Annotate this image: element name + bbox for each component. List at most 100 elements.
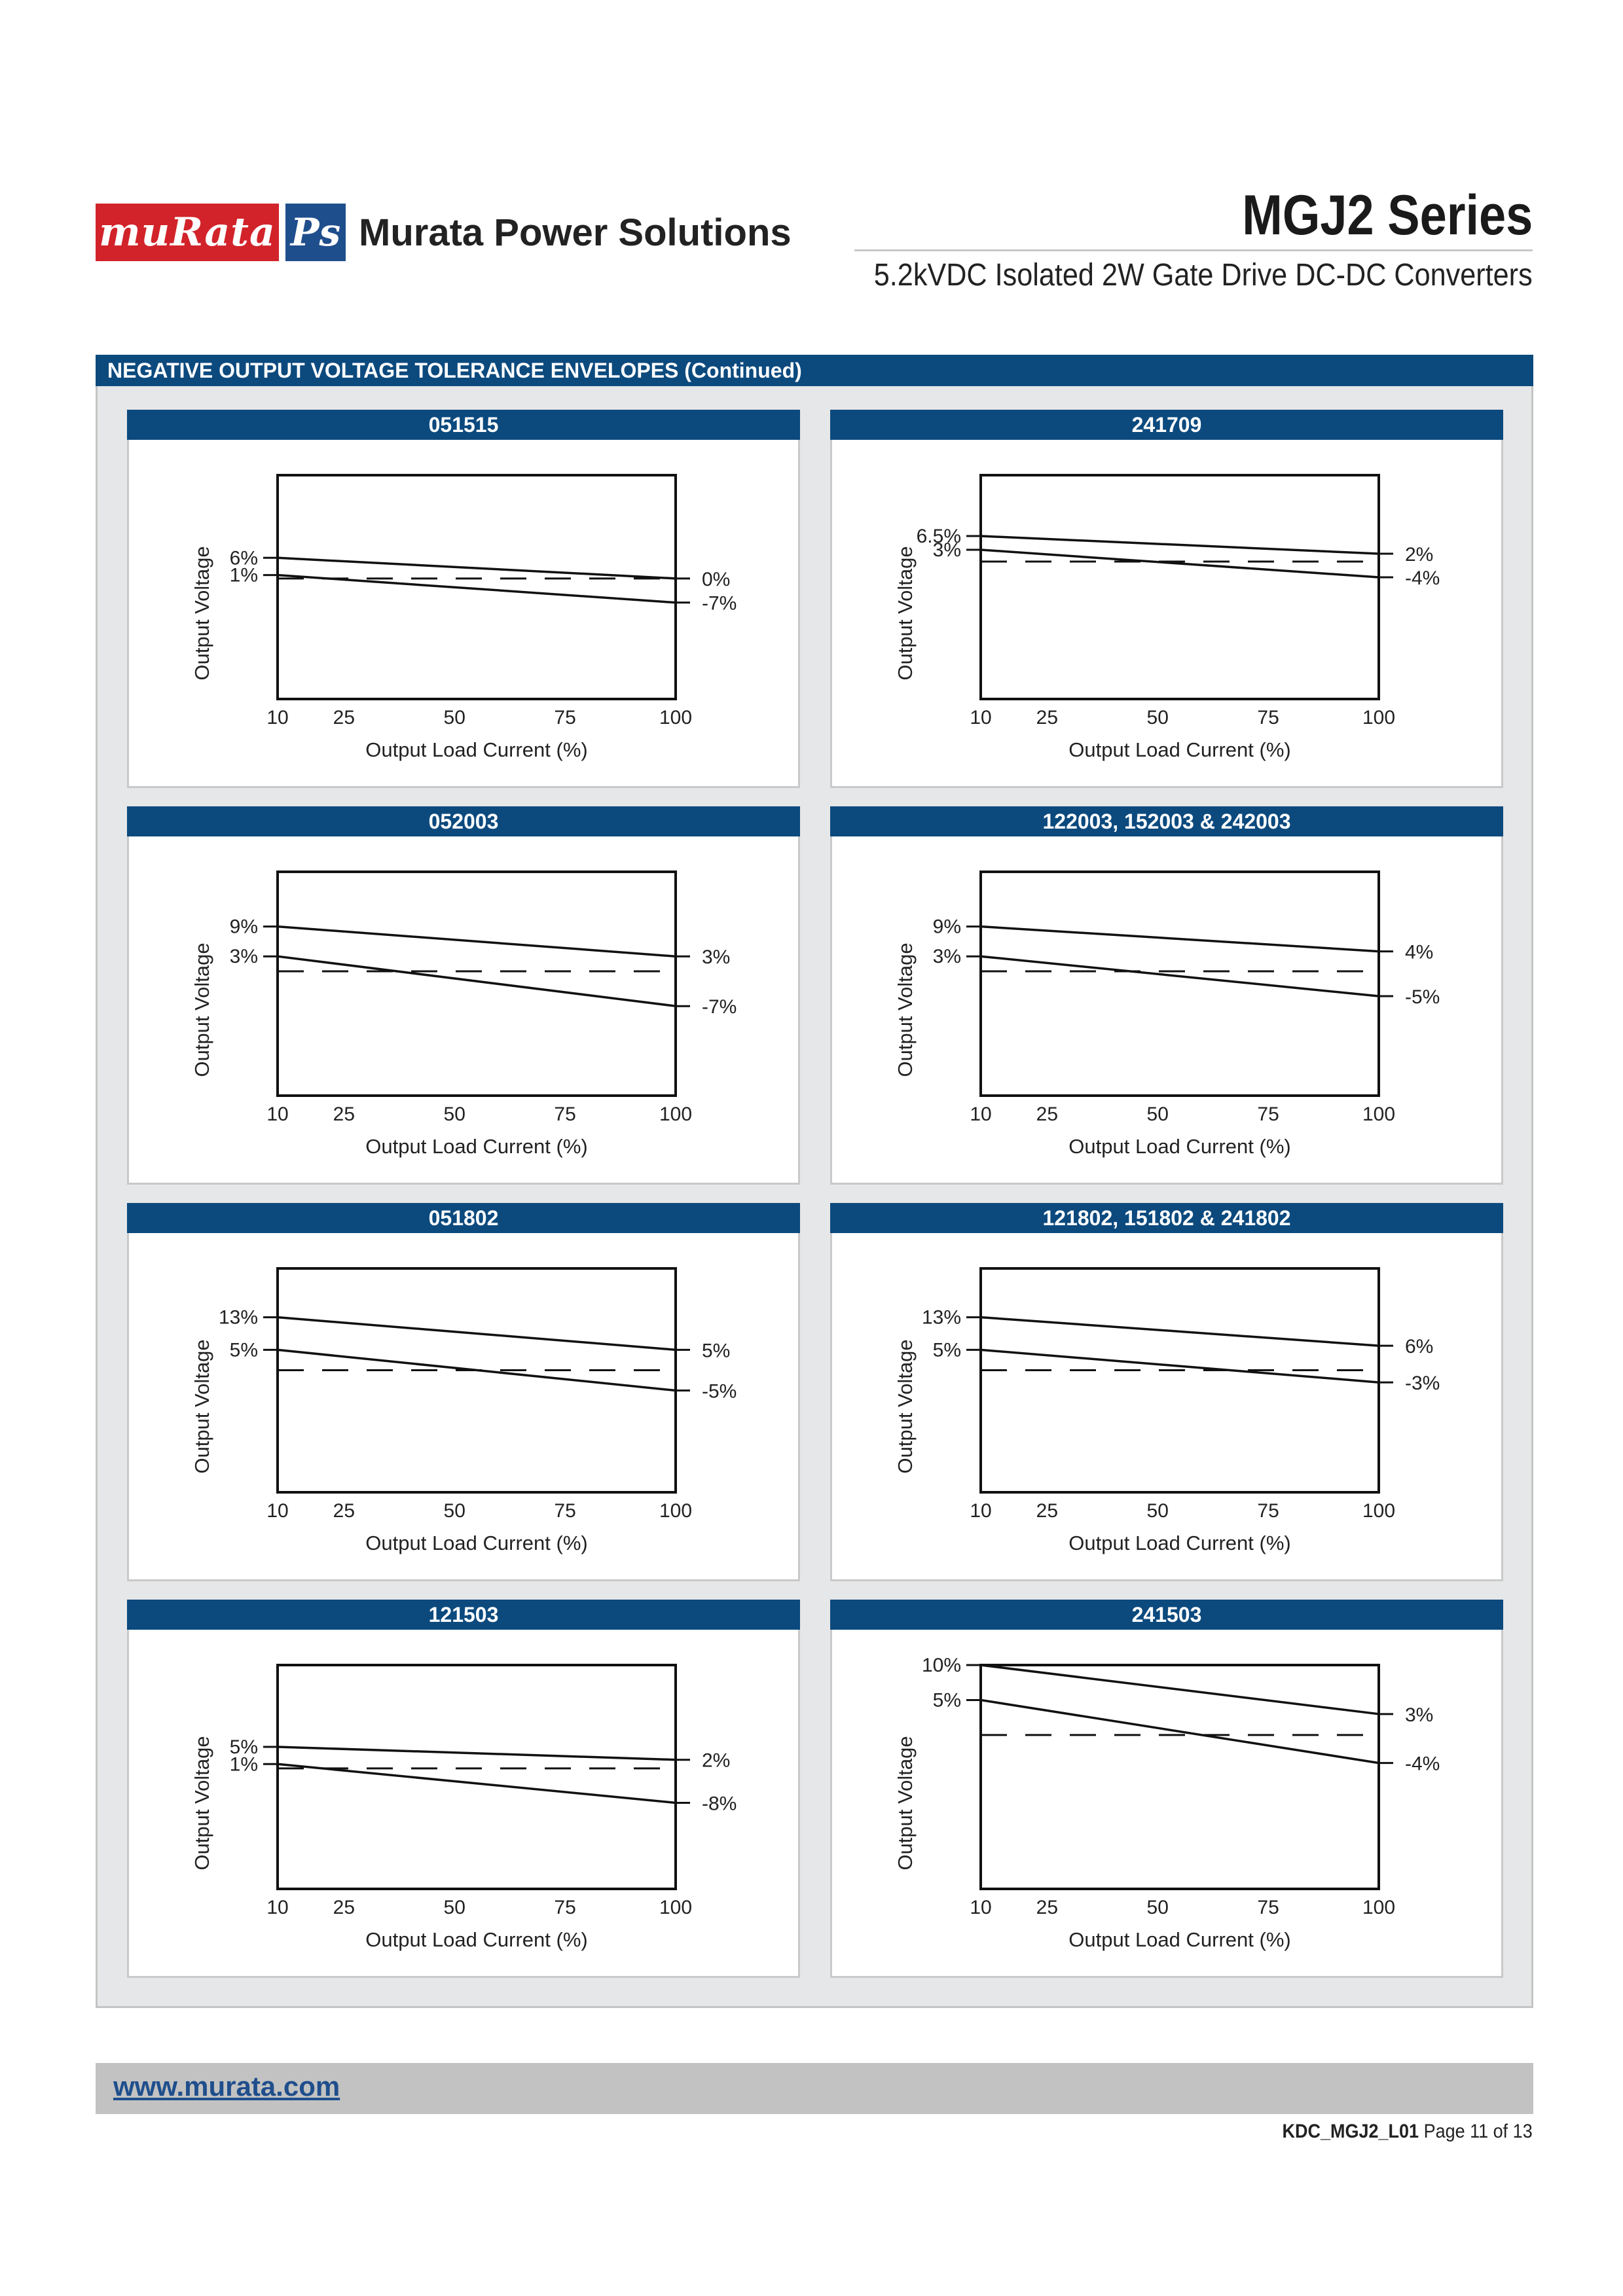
power-solutions-logo-icon: Ps <box>285 204 346 261</box>
x-tick-label: 100 <box>1362 707 1395 728</box>
y-axis-label: Output Voltage <box>894 942 917 1077</box>
chart-card: 121802, 151802 & 241802 10 25 50 75 100 Outpu… <box>830 1203 1503 1581</box>
x-axis-label: Output Load Current (%) <box>1068 1135 1290 1158</box>
chart-title: 122003, 152003 & 242003 <box>830 806 1503 836</box>
start-value-label: 1% <box>230 565 258 586</box>
envelope-line-lower <box>277 573 676 604</box>
chart-svg: 10 25 50 75 100 Output Load Current (%) Output… <box>894 1655 1440 1951</box>
chart-card: 122003, 152003 & 242003 10 25 50 75 100 Outpu… <box>830 806 1503 1185</box>
y-axis-label: Output Voltage <box>894 546 917 680</box>
x-tick-label: 75 <box>554 1103 575 1125</box>
header-divider <box>854 249 1533 251</box>
x-tick-label: 25 <box>1036 1500 1058 1522</box>
end-value-label: -5% <box>702 1381 737 1403</box>
plot-frame <box>276 474 677 700</box>
chart-title: 121503 <box>127 1600 800 1630</box>
document-reference: KDC_MGJ2_L01 Page 11 of 13 <box>1283 2121 1533 2143</box>
end-value-label: 4% <box>1405 942 1433 963</box>
envelope-line-lower <box>980 1698 1379 1765</box>
start-value-label: 10% <box>922 1655 961 1676</box>
end-value-label: -7% <box>702 593 737 615</box>
page-number: Page 11 of 13 <box>1423 2121 1533 2142</box>
envelope-line-lower <box>277 1763 676 1804</box>
x-tick-label: 25 <box>1036 1897 1058 1918</box>
x-tick-label: 50 <box>444 707 465 728</box>
x-axis-label: Output Load Current (%) <box>365 1135 587 1158</box>
x-tick-label: 25 <box>333 1103 355 1125</box>
chart-title: 121802, 151802 & 241802 <box>830 1203 1503 1233</box>
x-axis-label: Output Load Current (%) <box>365 738 587 761</box>
chart-title: 051802 <box>127 1203 800 1233</box>
company-name: Murata Power Solutions <box>359 211 792 254</box>
y-axis-label: Output Voltage <box>191 546 213 680</box>
x-tick-label: 50 <box>1147 707 1169 728</box>
chart-card: 241503 10 25 50 75 100 Output Load Current (%… <box>830 1600 1503 1978</box>
x-tick-label: 10 <box>266 1897 288 1918</box>
start-value-label: 3% <box>933 946 961 967</box>
x-axis-label: Output Load Current (%) <box>365 1532 587 1554</box>
plot-frame <box>979 474 1380 700</box>
chart-title: 051515 <box>127 410 800 440</box>
x-tick-label: 25 <box>333 1897 355 1918</box>
plot-frame <box>979 870 1380 1097</box>
y-axis-label: Output Voltage <box>191 1339 213 1473</box>
x-tick-label: 50 <box>1147 1103 1169 1125</box>
chart-card: 052003 10 25 50 75 100 Output Load Current (%… <box>127 806 800 1185</box>
end-value-label: -4% <box>1405 567 1440 589</box>
x-tick-label: 25 <box>1036 707 1058 728</box>
x-tick-label: 50 <box>444 1500 465 1522</box>
chart-card: 121503 10 25 50 75 100 Output Load Current (%… <box>127 1600 800 1978</box>
website-link[interactable]: www.murata.com <box>113 2071 340 2102</box>
start-value-label: 5% <box>933 1339 961 1361</box>
plot-frame <box>276 870 677 1097</box>
start-value-label: 3% <box>230 946 258 967</box>
envelope-line-upper <box>980 1316 1379 1347</box>
y-axis-label: Output Voltage <box>191 1736 213 1870</box>
chart-svg: 10 25 50 75 100 Output Load Current (%) Output… <box>894 1267 1440 1554</box>
start-value-label: 1% <box>230 1753 258 1775</box>
series-title: MGJ2 Series <box>1241 184 1533 247</box>
x-tick-label: 25 <box>333 707 355 728</box>
footer-bar <box>96 2063 1533 2114</box>
end-value-label: -7% <box>702 996 737 1018</box>
envelope-line-upper <box>277 1746 676 1761</box>
x-tick-label: 10 <box>266 1500 288 1522</box>
x-axis-label: Output Load Current (%) <box>1068 1532 1290 1554</box>
envelope-line-lower <box>277 955 676 1007</box>
x-tick-label: 10 <box>970 707 991 728</box>
x-tick-label: 75 <box>1257 1897 1279 1918</box>
section-title: NEGATIVE OUTPUT VOLTAGE TOLERANCE ENVELO… <box>96 355 1533 386</box>
chart-card: 051515 10 25 50 75 100 Output Load Current (%… <box>127 410 800 788</box>
chart-title: 241503 <box>830 1600 1503 1630</box>
envelope-line-upper <box>980 1664 1379 1715</box>
chart-title: 241709 <box>830 410 1503 440</box>
chart-svg: 10 25 50 75 100 Output Load Current (%) Output… <box>191 474 737 761</box>
envelope-line-lower <box>980 955 1379 997</box>
end-value-label: 3% <box>1405 1704 1433 1726</box>
x-axis-label: Output Load Current (%) <box>1068 1928 1290 1951</box>
start-value-label: 5% <box>230 1736 258 1758</box>
x-tick-label: 100 <box>1362 1500 1395 1522</box>
x-tick-label: 10 <box>970 1897 991 1918</box>
x-tick-label: 100 <box>1362 1103 1395 1125</box>
chart-svg: 10 25 50 75 100 Output Load Current (%) Output… <box>191 1664 737 1951</box>
chart-svg: 10 25 50 75 100 Output Load Current (%) Output… <box>894 474 1440 761</box>
plot-frame <box>979 1664 1380 1890</box>
plot-frame <box>276 1267 677 1494</box>
x-tick-label: 100 <box>659 1897 692 1918</box>
x-tick-label: 25 <box>1036 1103 1058 1125</box>
envelope-line-lower <box>980 1348 1379 1384</box>
chart-svg: 10 25 50 75 100 Output Load Current (%) Output… <box>894 870 1440 1158</box>
start-value-label: 6% <box>230 547 258 569</box>
x-tick-label: 75 <box>1257 707 1279 728</box>
chart-title: 052003 <box>127 806 800 836</box>
x-tick-label: 50 <box>444 1103 465 1125</box>
end-value-label: -8% <box>702 1793 737 1814</box>
y-axis-label: Output Voltage <box>894 1339 917 1473</box>
x-tick-label: 75 <box>554 1897 575 1918</box>
envelope-line-upper <box>277 556 676 580</box>
envelope-line-lower <box>277 1348 676 1392</box>
envelope-line-upper <box>277 1316 676 1352</box>
start-value-label: 9% <box>933 916 961 938</box>
end-value-label: 0% <box>702 569 730 590</box>
